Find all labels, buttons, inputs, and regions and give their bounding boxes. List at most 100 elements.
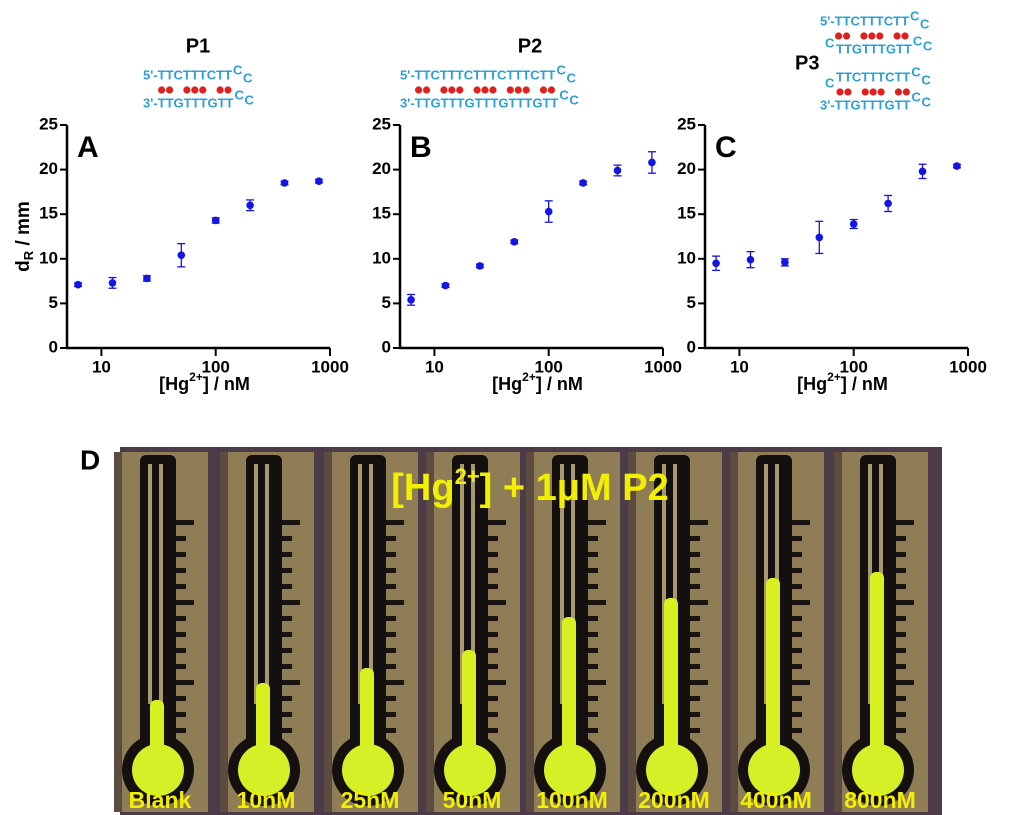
concentration-label: Blank — [129, 787, 192, 813]
y-tick-label: 25 — [372, 114, 391, 133]
ruler-tick — [176, 584, 186, 589]
ruler-tick — [282, 696, 292, 701]
ruler-tick — [176, 568, 186, 573]
fluorescent-column — [664, 598, 678, 770]
y-tick-label: 0 — [49, 337, 58, 356]
data-point — [441, 281, 450, 290]
concentration-label: 100nM — [536, 787, 608, 813]
fluorescent-column — [766, 578, 780, 770]
ruler-tick — [588, 616, 598, 621]
base-pair-dot — [199, 86, 207, 94]
ruler-tick — [896, 536, 906, 541]
ruler-tick — [792, 568, 802, 573]
ruler-tick — [588, 536, 598, 541]
fluorescent-bulb — [444, 744, 496, 796]
x-tick-label: 1000 — [311, 357, 349, 376]
x-tick-label: 10 — [425, 357, 444, 376]
channel-inner — [471, 464, 475, 704]
ruler-tick — [588, 552, 598, 557]
ruler-tick — [282, 552, 292, 557]
fluorescent-bulb — [852, 744, 904, 796]
data-point — [143, 274, 151, 283]
data-point — [884, 199, 892, 208]
data-point — [953, 162, 961, 170]
ruler-tick — [176, 648, 186, 653]
ruler-tick — [690, 696, 700, 701]
ruler-tick — [690, 680, 708, 685]
base-pair-dot — [165, 86, 174, 94]
ruler-tick — [896, 600, 914, 605]
ruler-tick — [386, 712, 396, 717]
ruler-tick — [386, 552, 396, 557]
data-point — [746, 255, 755, 264]
ruler-tick — [282, 728, 292, 733]
base-pair-dot — [216, 86, 224, 94]
base-pair-dot — [836, 88, 844, 96]
base-pair-dot — [869, 88, 877, 96]
channel-inner — [673, 464, 677, 704]
ruler-tick — [282, 680, 300, 685]
base-pair-dot — [860, 32, 868, 40]
ruler-tick — [588, 648, 598, 653]
ruler-tick — [386, 728, 396, 733]
x-axis-label-part: ] / nM — [203, 374, 250, 394]
ruler-shadow — [220, 452, 228, 812]
strand: 3'-TTGTTTGTT — [143, 95, 234, 110]
ruler-tick — [282, 712, 292, 717]
ruler-tick — [176, 664, 186, 669]
base-pair-dot — [158, 86, 166, 94]
ruler-tick — [588, 568, 598, 573]
ruler-tick — [690, 568, 700, 573]
ruler-tick — [690, 632, 700, 637]
y-tick-label: 15 — [39, 204, 58, 223]
base-pair-dot — [224, 86, 232, 94]
fluorescent-bulb — [646, 744, 698, 796]
ruler-tick — [488, 584, 498, 589]
base-pair-dot — [422, 86, 431, 94]
strand: TTGTTTGTT — [836, 41, 912, 56]
ruler-tick — [588, 728, 598, 733]
y-tick-label: 10 — [372, 248, 391, 267]
channel-inner — [369, 464, 373, 704]
ruler-tick — [690, 616, 700, 621]
ruler-tick — [588, 632, 598, 637]
fluorescent-column — [562, 617, 576, 770]
data-point — [781, 258, 789, 267]
chart-title: P2 — [518, 35, 542, 57]
loop-base: C — [234, 87, 244, 102]
ruler-tick — [792, 552, 802, 557]
base-pair-dot — [183, 86, 191, 94]
ruler-tick — [386, 632, 396, 637]
ruler-tick — [386, 520, 404, 525]
ruler-tick — [386, 696, 396, 701]
ruler-tick — [488, 616, 498, 621]
channel-inner — [159, 464, 163, 704]
x-tick-label: 1000 — [949, 357, 987, 376]
ruler-tick — [690, 600, 708, 605]
ruler-tick — [690, 552, 700, 557]
ruler-tick — [488, 520, 506, 525]
x-axis-label-part: ] / nM — [841, 374, 888, 394]
ruler-tick — [386, 648, 396, 653]
x-tick-label: 1000 — [644, 357, 682, 376]
ruler-tick — [896, 696, 906, 701]
ruler-tick — [896, 728, 906, 733]
channel-inner — [148, 464, 152, 704]
data-point — [918, 167, 927, 176]
loop-base: C — [921, 94, 931, 109]
ruler-shadow — [114, 452, 122, 812]
strand: 3'-TTGTTTGTT — [820, 97, 911, 112]
base-pair-dot — [448, 86, 456, 94]
ruler-tick — [792, 680, 810, 685]
data-point — [280, 179, 289, 187]
channel-inner — [265, 464, 269, 704]
loop-base: C — [566, 70, 576, 85]
ruler-tick — [896, 552, 906, 557]
channel-inner — [460, 464, 464, 704]
ruler-tick — [488, 536, 498, 541]
fluorescent-column — [462, 650, 476, 770]
ruler-tick — [792, 648, 802, 653]
ruler-tick — [386, 536, 396, 541]
ruler-tick — [176, 696, 186, 701]
data-point — [315, 177, 323, 185]
